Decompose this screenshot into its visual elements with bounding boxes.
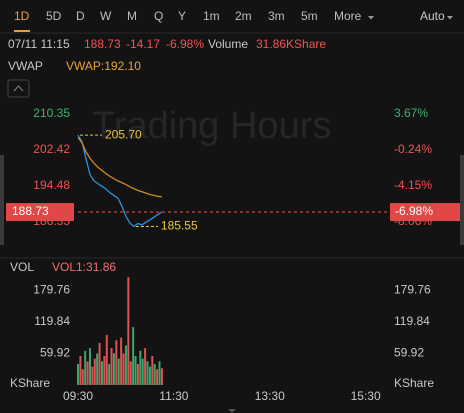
volume-bar xyxy=(146,361,149,385)
y-tick-label: 59.92 xyxy=(40,346,70,360)
x-tick-label: 13:30 xyxy=(255,389,285,403)
volume-bar xyxy=(98,342,101,385)
mode-selector[interactable]: Auto xyxy=(420,9,445,23)
tab[interactable]: 5m xyxy=(301,9,318,23)
x-tick-label: 09:30 xyxy=(63,389,93,403)
tab[interactable]: Y xyxy=(178,9,186,23)
volume-title: VOL xyxy=(10,260,34,274)
price-tag: 188.73 xyxy=(12,204,49,218)
volume-bar xyxy=(110,348,113,385)
vwap-line xyxy=(77,136,162,198)
x-tick-label: 11:30 xyxy=(159,389,188,403)
volume-bar xyxy=(139,350,142,385)
tab[interactable]: More xyxy=(334,9,362,23)
volume-bar xyxy=(127,277,130,385)
volume-bar xyxy=(129,361,132,385)
volume-bar xyxy=(160,368,163,385)
volume-bar xyxy=(79,356,82,385)
volume-bar xyxy=(156,369,159,385)
pct-tag-bg xyxy=(390,203,460,222)
volume-label: Volume xyxy=(208,37,248,51)
volume-bar xyxy=(144,348,147,385)
y-unit-left: KShare xyxy=(10,376,50,390)
volume-bar xyxy=(117,358,120,385)
y2-tick-label: 179.76 xyxy=(394,283,431,297)
tab[interactable]: Q xyxy=(154,9,163,23)
quote-time: 07/11 11:15 xyxy=(8,37,70,51)
y2-tick-label: 119.84 xyxy=(394,314,430,328)
x-tick-label: 15:30 xyxy=(351,389,381,403)
volume-bar xyxy=(122,353,125,385)
more-caret xyxy=(368,16,374,20)
mode-caret xyxy=(447,16,453,20)
y-tick-label: 202.42 xyxy=(33,142,70,156)
volume-bar xyxy=(132,327,135,385)
tab[interactable]: 1m xyxy=(203,9,220,23)
tab[interactable]: D xyxy=(76,9,85,23)
price-line xyxy=(77,134,163,228)
volume-bar xyxy=(103,356,106,385)
y-tick-label: 179.76 xyxy=(33,283,70,297)
volume-bar xyxy=(141,358,144,385)
y-tick-label: 210.35 xyxy=(33,106,70,120)
annotation-label: 185.55 xyxy=(161,219,198,233)
volume-bar xyxy=(105,335,108,385)
collapse-icon xyxy=(13,85,24,92)
y2-tick-label: 3.67% xyxy=(394,106,428,120)
tab[interactable]: M xyxy=(127,9,137,23)
volume-bar xyxy=(84,350,87,385)
tab[interactable]: 1D xyxy=(14,9,30,23)
y-tick-label: 194.48 xyxy=(33,178,70,192)
volume-bar xyxy=(77,363,79,385)
y2-tick-label: -0.24% xyxy=(394,142,432,156)
volume-bar xyxy=(86,361,89,385)
volume-bar xyxy=(115,340,118,385)
annotation-label: 205.70 xyxy=(105,127,142,141)
volume-bar xyxy=(136,363,139,385)
tab[interactable]: 5D xyxy=(46,9,62,23)
volume-bar xyxy=(96,353,99,385)
volume-bar xyxy=(108,363,111,385)
volume-bar xyxy=(151,356,154,385)
volume-value: 31.86KShare xyxy=(256,37,326,51)
y-unit-right: KShare xyxy=(394,376,434,390)
volume-bar xyxy=(112,353,115,385)
volume-bar xyxy=(88,348,91,385)
vwap-legend: VWAP:192.10 xyxy=(66,59,141,73)
indicator-label: VWAP xyxy=(8,59,43,73)
volume-bar xyxy=(124,345,127,385)
quote-price: 188.73 xyxy=(84,37,121,51)
y-tick-label: 119.84 xyxy=(34,314,70,328)
volume-bar xyxy=(148,366,151,385)
y2-tick-label: -4.15% xyxy=(394,178,432,192)
volume-bar xyxy=(91,366,94,385)
price-tag-bg xyxy=(6,203,74,222)
right-handle[interactable] xyxy=(460,155,464,245)
y2-tick-label: 59.92 xyxy=(394,346,424,360)
collapse-button[interactable] xyxy=(7,79,30,98)
volume-bar xyxy=(158,361,161,385)
pct-tag: -6.98% xyxy=(395,204,433,218)
volume-bar xyxy=(134,356,137,385)
volume-bar xyxy=(153,363,156,385)
volume-legend: VOL1:31.86 xyxy=(52,260,116,274)
volume-bar xyxy=(120,337,123,385)
volume-bar xyxy=(81,369,84,385)
volume-bar xyxy=(93,358,96,385)
tab[interactable]: W xyxy=(100,9,112,23)
tab[interactable]: 3m xyxy=(268,9,285,23)
watermark: Trading Hours xyxy=(92,105,331,147)
expand-arrow[interactable] xyxy=(228,409,236,413)
tab[interactable]: 2m xyxy=(235,9,252,23)
volume-bar xyxy=(100,361,103,385)
left-handle[interactable] xyxy=(0,155,4,245)
quote-change: -14.17 xyxy=(126,37,160,51)
quote-change-pct: -6.98% xyxy=(166,37,204,51)
